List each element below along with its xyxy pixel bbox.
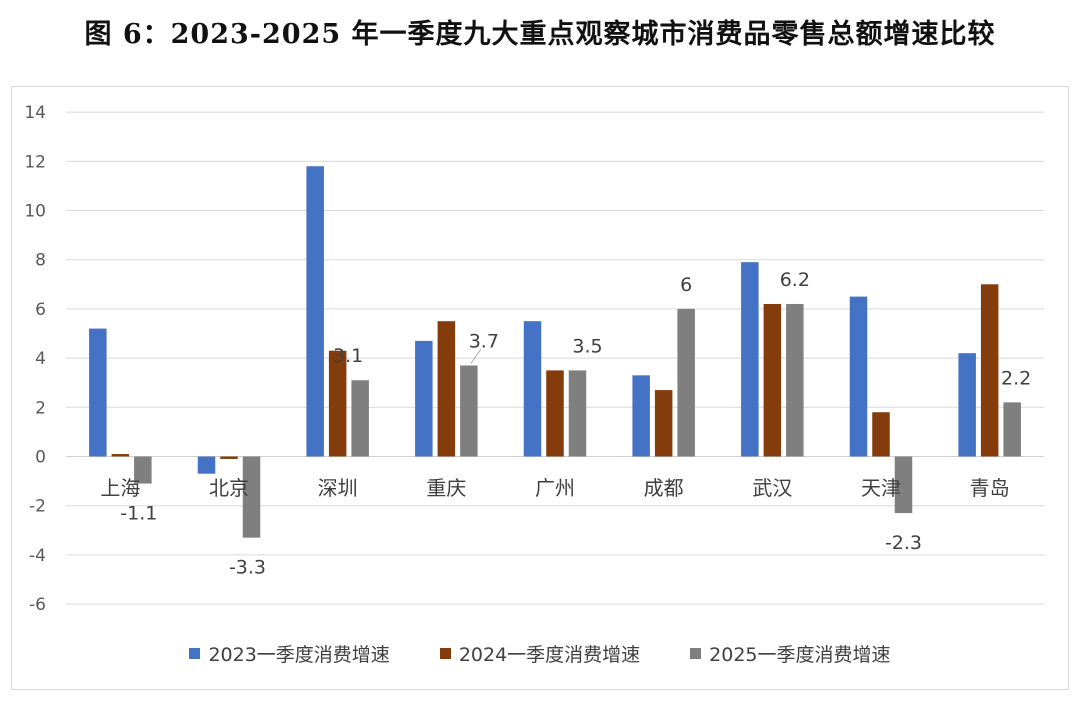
bar-2025-8 [894,456,913,514]
bar-2025-4 [460,365,478,457]
bar-2024-9 [980,284,999,457]
bar-2025-6 [677,308,695,457]
bar-2025-3 [351,380,369,457]
data-label-2025: -2.3 [885,532,922,554]
data-label-2025: 2.2 [1001,367,1031,389]
legend: 2023一季度消费增速 2024一季度消费增速 2025一季度消费增速 [0,640,1080,667]
data-label-2025: -1.1 [120,503,157,525]
x-tick-label: 成都 [644,476,684,500]
legend-swatch-2024 [439,648,451,659]
y-tick-label: 2 [35,398,46,418]
bar-2025-1 [134,456,152,484]
legend-label-2025: 2025一季度消费增速 [709,644,891,666]
legend-item-2023: 2023一季度消费增速 [189,640,390,667]
legend-label-2024: 2024一季度消费增速 [458,644,641,666]
legend-swatch-2025 [690,648,702,659]
data-label-2025: 6 [680,274,692,296]
bar-2024-1 [111,454,130,457]
bar-2023-6 [632,375,650,457]
y-tick-label: 14 [24,103,46,123]
bar-2023-4 [415,340,433,457]
chart-title: 图 6：2023-2025 年一季度九大重点观察城市消费品零售总额增速比较 [84,19,996,50]
data-label-2025: -3.3 [229,557,266,579]
data-label-2025: 3.7 [469,330,499,352]
y-tick-label: 4 [35,349,46,369]
x-tick-label: 武汉 [752,476,792,500]
x-tick-label: 深圳 [318,476,358,500]
data-label-leader [470,349,482,364]
y-tick-label: 8 [35,251,46,271]
legend-label-2023: 2023一季度消费增速 [208,644,390,666]
legend-swatch-2023 [189,648,201,659]
y-tick-label: 10 [24,202,46,222]
bar-2023-2 [197,456,216,474]
x-tick-label: 重庆 [426,476,466,500]
x-tick-label: 北京 [209,476,249,500]
bar-2025-5 [568,370,587,457]
bar-2024-6 [654,390,673,457]
x-tick-label: 广州 [535,476,575,500]
data-label-2025: 3.5 [572,335,602,357]
legend-item-2024: 2024一季度消费增速 [439,640,641,667]
legend-item-2025: 2025一季度消费增速 [690,640,891,667]
bar-2025-7 [786,303,804,457]
y-tick-label: 12 [24,152,46,172]
bar-2024-2 [220,456,238,459]
x-tick-label: 上海 [100,476,140,500]
bar-2023-8 [849,296,868,457]
x-tick-label: 天津 [861,476,901,500]
bar-2024-5 [546,370,564,457]
bar-2023-3 [306,166,324,457]
data-label-2025: 6.2 [780,269,810,291]
bar-2025-2 [242,456,261,538]
y-tick-label: 0 [35,448,46,468]
bar-2024-4 [437,321,456,457]
bar-2025-9 [1003,402,1021,457]
bar-2023-1 [89,328,107,457]
y-tick-label: -6 [29,595,46,615]
y-tick-label: -2 [29,497,46,517]
bar-2023-9 [958,353,976,457]
bar-2024-8 [872,412,890,457]
x-tick-label: 青岛 [970,476,1010,500]
bar-2023-5 [523,321,542,457]
bar-2023-7 [741,262,759,457]
y-tick-label: 6 [35,300,46,320]
data-label-2025: 3.1 [333,345,363,367]
bar-2024-7 [763,303,782,457]
y-tick-label: -4 [29,546,46,566]
bar-2024-3 [328,350,347,457]
